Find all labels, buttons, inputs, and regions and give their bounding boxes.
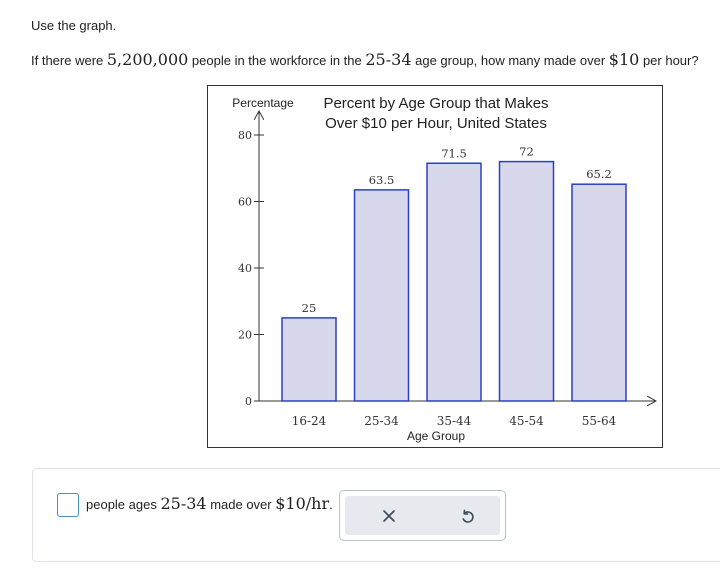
question-text: If there were 5,200,000 people in the wo… <box>31 50 699 69</box>
instruction-text: Use the graph. <box>31 18 117 33</box>
answer-input[interactable] <box>57 493 79 517</box>
bar-16-24 <box>281 317 337 402</box>
y-tick-label: 40 <box>238 262 252 275</box>
bar-55-64 <box>571 183 627 402</box>
bar-chart-figure: Percent by Age Group that Makes Over $10… <box>207 85 663 448</box>
bar-value-label: 25 <box>302 301 317 315</box>
x-tick-label: 35-44 <box>437 414 472 428</box>
x-icon <box>383 509 395 522</box>
question-part: people in the workforce in the <box>188 53 366 68</box>
x-tick-label: 25-34 <box>364 414 399 428</box>
answer-wage: $10/hr <box>275 494 330 513</box>
question-age-group: 25-34 <box>365 50 412 69</box>
undo-button[interactable] <box>442 496 492 535</box>
question-part: age group, how many made over <box>411 53 609 68</box>
bar-25-34 <box>353 189 410 402</box>
answer-sentence: people ages 25-34 made over $10/hr. <box>86 494 333 513</box>
chart-title-line1: Percent by Age Group that Makes <box>323 95 548 112</box>
toolbox-buttons <box>345 496 500 535</box>
x-tick-label: 16-24 <box>292 414 327 428</box>
y-tick-label: 60 <box>238 196 252 209</box>
answer-text-part: made over <box>206 497 276 512</box>
y-tick-label: 80 <box>238 129 252 142</box>
bar-value-label: 63.5 <box>369 173 395 187</box>
bar-value-label: 65.2 <box>586 167 612 181</box>
clear-button[interactable] <box>364 496 414 535</box>
question-wage: $10 <box>608 50 640 69</box>
bar-value-label: 72 <box>519 145 534 159</box>
x-tick-label: 55-64 <box>582 414 617 428</box>
bar-35-44 <box>426 162 482 402</box>
y-axis-label: Percentage <box>232 96 294 110</box>
x-tick-label: 45-54 <box>509 414 544 428</box>
x-axis-label: Age Group <box>407 429 465 443</box>
answer-age-group: 25-34 <box>160 494 207 513</box>
answer-text-part: people ages <box>86 497 161 512</box>
undo-icon <box>462 509 474 523</box>
y-tick-label: 20 <box>238 329 252 342</box>
answer-toolbox <box>339 490 506 541</box>
question-part: If there were <box>31 53 107 68</box>
question-part: per hour? <box>639 53 699 68</box>
bar-45-54 <box>498 160 555 402</box>
answer-text-part: . <box>329 497 333 512</box>
question-workforce-number: 5,200,000 <box>106 50 189 69</box>
bar-value-label: 71.5 <box>441 146 467 160</box>
y-tick-label: 0 <box>245 395 252 408</box>
chart-title-line2: Over $10 per Hour, United States <box>325 115 547 132</box>
bar-chart: Percent by Age Group that Makes Over $10… <box>232 95 664 443</box>
